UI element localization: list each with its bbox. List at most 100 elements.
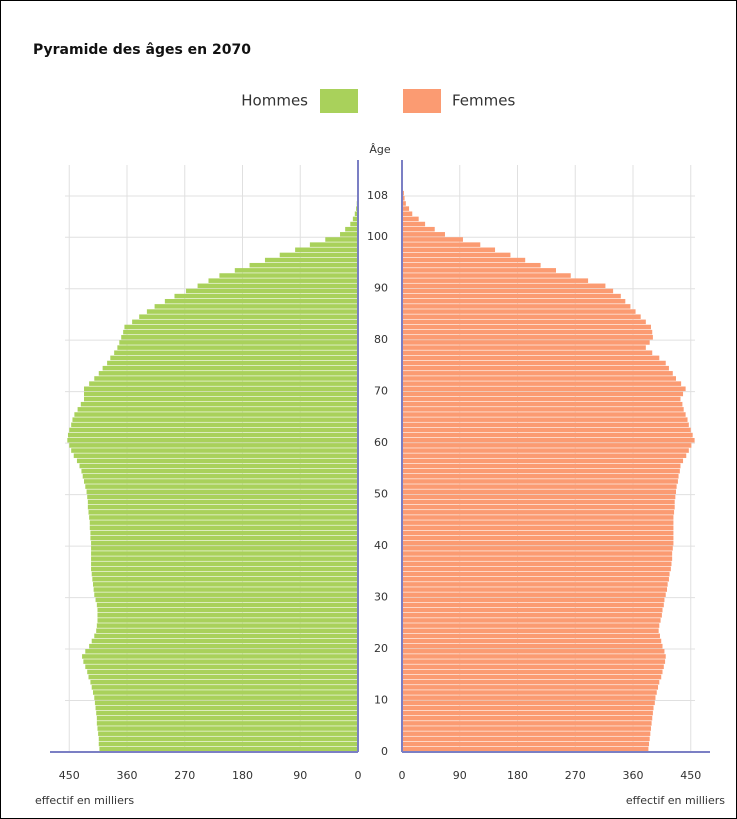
bar [402,304,631,309]
bar [96,602,358,608]
bar [88,674,358,680]
bar [309,242,358,247]
bar [402,674,662,680]
bar [402,401,683,407]
bar [84,479,358,484]
bar [164,298,358,304]
bar [402,515,674,520]
bar [94,633,359,639]
bar [90,535,359,541]
bar [89,643,359,649]
bar [71,448,359,453]
bar [89,525,359,531]
bar [124,324,358,330]
bar [402,262,541,268]
bar [402,247,496,253]
bar [84,396,358,402]
bar [402,432,693,438]
bar [90,530,359,536]
bar [279,252,358,258]
bar [350,221,358,227]
bar [402,484,677,489]
bar [402,721,652,726]
bar [402,242,481,247]
bar [402,710,653,716]
bar [91,571,358,577]
bar [402,669,663,675]
bar [402,463,681,469]
y-tick-label: 40 [374,539,388,552]
bar [402,216,419,222]
bar [91,561,359,567]
y-tick-label: 90 [374,282,388,295]
bar [87,504,358,510]
bar [402,628,659,633]
bar [402,298,626,304]
bar [146,309,358,314]
bar [402,453,687,458]
bar [85,484,359,489]
bar [402,695,656,700]
x-tick-label: 360 [623,769,644,782]
bar [352,216,358,222]
bar [402,690,657,695]
bar [402,226,435,232]
bar [87,669,358,675]
x-tick-label: 0 [355,769,362,782]
bar [402,468,680,474]
bar [87,499,358,505]
bar [97,607,358,613]
bar [77,407,358,412]
bar [402,314,641,319]
bar [402,551,673,556]
bar [402,396,681,402]
bar [97,726,358,731]
bar [89,515,359,520]
bar [402,252,511,258]
bar [110,355,358,361]
bar [402,654,666,659]
bar [402,237,463,242]
bar [402,638,662,644]
bar [402,489,676,495]
bar [402,365,669,371]
legend-swatch [403,89,441,113]
x-tick-label: 270 [174,769,195,782]
bar [402,309,636,314]
chart-title: Pyramide des âges en 2070 [33,42,251,58]
bar [402,412,686,417]
bar [80,401,359,407]
bar [76,458,358,464]
bar [96,623,358,628]
bar [96,715,358,721]
bar [96,628,358,633]
bar [154,304,358,309]
bar [402,201,406,206]
bar [85,664,359,670]
bar [402,211,413,217]
bar [402,540,674,546]
bar [67,432,358,438]
bar [132,319,358,325]
bar [98,741,359,747]
y-tick-label: 50 [374,488,388,501]
bar [93,587,358,592]
bar [402,659,666,664]
y-tick-label: 0 [381,745,388,758]
bar [402,273,571,278]
bar [84,391,358,397]
y-tick-label: 20 [374,642,388,655]
bar [86,489,358,495]
bar [345,226,358,232]
bar [99,746,359,752]
bar [249,262,358,268]
bar [82,654,358,659]
legend-label: Hommes [241,92,308,110]
bar [402,525,674,531]
bar [340,232,358,237]
bar [402,196,405,201]
bar [97,618,358,623]
bar [95,705,358,711]
y-tick-label: 108 [367,189,388,202]
bar [354,211,358,217]
